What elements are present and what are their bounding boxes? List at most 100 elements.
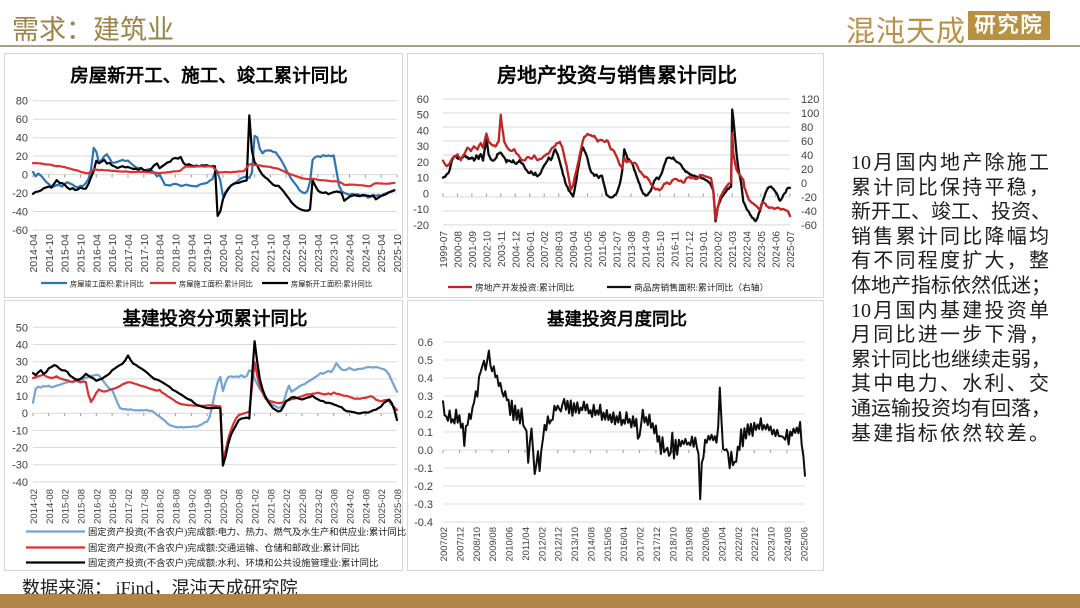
svg-text:2011/04: 2011/04 <box>521 527 532 561</box>
svg-text:2015-08: 2015-08 <box>77 489 88 524</box>
svg-text:2025-08: 2025-08 <box>393 489 404 524</box>
svg-text:2012/02: 2012/02 <box>537 527 548 561</box>
svg-text:2018-08: 2018-08 <box>171 489 182 524</box>
svg-text:0.6: 0.6 <box>418 337 433 349</box>
svg-text:-10: -10 <box>413 204 429 216</box>
svg-text:2016-11: 2016-11 <box>670 231 681 267</box>
svg-text:0.3: 0.3 <box>418 391 433 403</box>
svg-text:2018-02: 2018-02 <box>156 489 167 524</box>
svg-text:2022-04: 2022-04 <box>743 231 754 268</box>
svg-text:2007/12: 2007/12 <box>455 527 466 561</box>
svg-text:2008-03: 2008-03 <box>555 231 566 268</box>
svg-text:房屋新开工面积:累计同比: 房屋新开工面积:累计同比 <box>291 280 372 289</box>
svg-text:2022-10: 2022-10 <box>297 234 309 273</box>
svg-text:-0.3: -0.3 <box>414 499 433 511</box>
svg-text:2021/04: 2021/04 <box>718 527 729 561</box>
svg-text:2021-08: 2021-08 <box>266 489 277 524</box>
svg-text:2010-05: 2010-05 <box>584 231 595 268</box>
svg-text:60: 60 <box>801 136 813 148</box>
svg-text:2023-10: 2023-10 <box>329 234 341 273</box>
svg-text:2016-08: 2016-08 <box>108 489 119 524</box>
svg-text:40: 40 <box>801 150 813 162</box>
svg-text:30: 30 <box>417 141 429 153</box>
svg-text:2022-02: 2022-02 <box>282 489 293 524</box>
svg-text:80: 80 <box>801 122 813 134</box>
svg-text:2019-01: 2019-01 <box>699 231 710 268</box>
svg-text:20: 20 <box>16 151 28 163</box>
svg-text:30: 30 <box>16 357 28 369</box>
svg-text:100: 100 <box>801 108 819 120</box>
svg-text:-30: -30 <box>12 460 28 472</box>
svg-text:房屋新开工、施工、竣工累计同比: 房屋新开工、施工、竣工累计同比 <box>70 65 348 87</box>
svg-text:2021-03: 2021-03 <box>728 231 739 268</box>
svg-text:80: 80 <box>16 96 28 108</box>
svg-text:2024-08: 2024-08 <box>361 489 372 524</box>
svg-text:-40: -40 <box>12 207 28 219</box>
svg-text:2010/06: 2010/06 <box>505 527 516 561</box>
svg-text:-20: -20 <box>413 220 429 232</box>
svg-text:2025-10: 2025-10 <box>392 234 404 273</box>
svg-text:2024-02: 2024-02 <box>346 489 357 524</box>
svg-text:2015/06: 2015/06 <box>603 527 614 561</box>
svg-text:2014-08: 2014-08 <box>45 489 56 524</box>
svg-text:2016-02: 2016-02 <box>92 489 103 524</box>
svg-text:2024-06: 2024-06 <box>772 231 783 268</box>
svg-text:2007/02: 2007/02 <box>439 527 450 561</box>
svg-text:2022-08: 2022-08 <box>298 489 309 524</box>
svg-text:2001-09: 2001-09 <box>468 231 479 268</box>
svg-text:2019-10: 2019-10 <box>202 234 214 273</box>
svg-text:-20: -20 <box>12 443 28 455</box>
svg-text:2013/10: 2013/10 <box>570 527 581 561</box>
svg-text:2020-04: 2020-04 <box>218 234 230 273</box>
svg-text:2024-04: 2024-04 <box>345 234 357 273</box>
svg-text:0.4: 0.4 <box>418 373 433 385</box>
svg-text:2012-07: 2012-07 <box>613 231 624 268</box>
svg-text:2020-08: 2020-08 <box>235 489 246 524</box>
svg-text:20: 20 <box>801 164 813 176</box>
svg-text:0: 0 <box>22 170 28 182</box>
svg-text:2017-12: 2017-12 <box>685 231 696 268</box>
svg-text:2017/12: 2017/12 <box>652 527 663 561</box>
svg-text:2020/06: 2020/06 <box>701 527 712 561</box>
svg-text:2025/06: 2025/06 <box>799 527 810 561</box>
svg-text:50: 50 <box>417 110 429 122</box>
svg-text:40: 40 <box>16 133 28 145</box>
svg-text:2014-10: 2014-10 <box>44 234 56 273</box>
svg-text:2017/02: 2017/02 <box>636 527 647 561</box>
svg-text:2024-10: 2024-10 <box>360 234 372 273</box>
svg-text:2015-10: 2015-10 <box>656 231 667 268</box>
svg-text:2017-08: 2017-08 <box>140 489 151 524</box>
svg-text:40: 40 <box>16 340 28 352</box>
svg-text:2000-08: 2000-08 <box>454 231 465 268</box>
svg-text:0.2: 0.2 <box>418 409 433 421</box>
svg-text:固定资产投资(不含农户)完成额:电力、热力、燃气及水生产和供: 固定资产投资(不含农户)完成额:电力、热力、燃气及水生产和供应业:累计同比 <box>88 526 406 538</box>
svg-text:-0.2: -0.2 <box>414 481 433 493</box>
svg-text:40: 40 <box>417 126 429 138</box>
svg-text:房屋竣工面积:累计同比: 房屋竣工面积:累计同比 <box>70 280 144 289</box>
svg-text:0.1: 0.1 <box>418 427 433 439</box>
svg-text:-40: -40 <box>12 477 28 489</box>
svg-text:房地产开发投资:累计同比: 房地产开发投资:累计同比 <box>475 282 574 293</box>
svg-text:2017-10: 2017-10 <box>139 234 151 273</box>
svg-text:0: 0 <box>801 178 807 190</box>
svg-text:0: 0 <box>22 408 28 420</box>
svg-text:房屋施工面积:累计同比: 房屋施工面积:累计同比 <box>179 280 253 289</box>
svg-text:2023-05: 2023-05 <box>757 231 768 268</box>
svg-text:0.5: 0.5 <box>418 355 433 367</box>
svg-text:2006-01: 2006-01 <box>526 231 537 268</box>
svg-text:2007-02: 2007-02 <box>540 231 551 268</box>
svg-text:基建投资月度同比: 基建投资月度同比 <box>546 309 687 329</box>
svg-text:0.0: 0.0 <box>418 445 433 457</box>
svg-text:-60: -60 <box>801 220 817 232</box>
svg-text:2004-12: 2004-12 <box>511 231 522 268</box>
svg-text:2009/08: 2009/08 <box>488 527 499 561</box>
svg-text:2020-10: 2020-10 <box>234 234 246 273</box>
svg-text:2003-11: 2003-11 <box>497 231 508 267</box>
svg-text:2014-02: 2014-02 <box>29 489 40 524</box>
svg-text:2002-10: 2002-10 <box>482 231 493 268</box>
svg-text:2021-02: 2021-02 <box>251 489 262 524</box>
svg-text:2009-04: 2009-04 <box>569 231 580 268</box>
svg-text:10: 10 <box>16 391 28 403</box>
svg-text:1999-07: 1999-07 <box>439 231 450 268</box>
svg-text:2023-02: 2023-02 <box>314 489 325 524</box>
